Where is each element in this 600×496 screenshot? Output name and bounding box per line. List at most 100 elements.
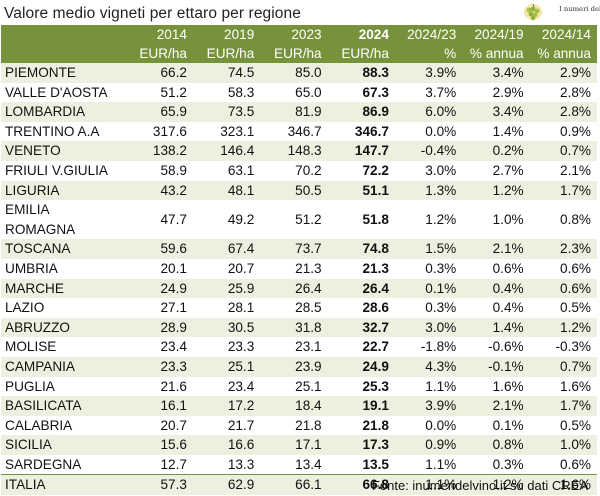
- header-cell: % annua: [537, 46, 591, 61]
- table-row: MOLISE 23.4 23.3 23.1 22.7 -1.8% -0.6% -0.3%: [1, 337, 597, 357]
- value-cell: 0.1%: [492, 417, 524, 433]
- value-cell: 74.8: [362, 241, 389, 257]
- value-cell: 2.1%: [492, 241, 524, 257]
- region-cell: FRIULI V.GIULIA: [5, 162, 108, 178]
- header-cell: [1, 44, 126, 63]
- value-cell: 23.1: [295, 339, 322, 355]
- table-row: CALABRIA 20.7 21.7 21.8 21.8 0.0% 0.1% 0.5%: [1, 415, 597, 436]
- value-cell: 3.0%: [425, 319, 457, 335]
- value-cell: 67.3: [362, 84, 389, 100]
- value-cell: 21.8: [295, 417, 322, 433]
- header-cell: %: [444, 46, 457, 61]
- value-cell: 21.6: [160, 378, 187, 394]
- value-cell: 0.4%: [492, 280, 524, 296]
- value-cell: 59.6: [160, 241, 187, 257]
- value-cell: 3.4%: [492, 104, 524, 120]
- value-cell: 24.9: [160, 280, 187, 296]
- value-cell: 0.8%: [492, 437, 524, 453]
- value-cell: 72.2: [362, 162, 389, 178]
- header-cell: 2024/23: [407, 27, 457, 42]
- region-cell: ABRUZZO: [5, 319, 70, 335]
- value-cell: 0.8%: [560, 211, 591, 227]
- value-cell: 3.9%: [425, 65, 457, 80]
- value-cell: 1.2%: [425, 211, 457, 227]
- header-cell: 2023: [291, 27, 322, 42]
- region-cell: CALABRIA: [5, 417, 73, 433]
- value-cell: 74.5: [227, 65, 255, 80]
- value-cell: 23.3: [227, 339, 255, 355]
- value-cell: 20.1: [160, 260, 187, 276]
- value-cell: 0.9%: [560, 123, 591, 139]
- value-cell: 323.1: [220, 123, 255, 139]
- value-cell: 317.6: [152, 123, 187, 139]
- table-row: VALLE D'AOSTA 51.2 58.3 65.0 67.3 3.7% 2.9% 2.8…: [1, 82, 597, 103]
- value-cell: 27.1: [160, 300, 187, 316]
- value-cell: 51.1: [362, 182, 389, 198]
- value-cell: 21.7: [227, 417, 255, 433]
- table-row: UMBRIA 20.1 20.7 21.3 21.3 0.3% 0.6% 0.6%: [1, 258, 597, 279]
- value-cell: 66.1: [260, 474, 328, 496]
- region-cell: BASILICATA: [5, 398, 82, 414]
- value-cell: 1.2%: [492, 182, 524, 198]
- value-cell: 0.6%: [560, 456, 591, 472]
- region-cell: MOLISE: [5, 339, 57, 355]
- table-row: SICILIA 15.6 16.6 17.1 17.3 0.9% 0.8% 1.0%: [1, 435, 597, 455]
- value-cell: 346.7: [354, 123, 389, 139]
- value-cell: 1.1%: [394, 474, 463, 496]
- value-cell: -0.1%: [488, 358, 524, 374]
- value-cell: 0.5%: [560, 300, 591, 316]
- value-cell: 4.3%: [425, 358, 457, 374]
- value-cell: 2.1%: [560, 162, 591, 178]
- value-cell: 43.2: [160, 182, 187, 198]
- value-cell: -0.4%: [420, 143, 457, 159]
- value-cell: 3.0%: [425, 162, 457, 178]
- table-row: BASILICATA 16.1 17.2 18.4 19.1 3.9% 2.1% 1.7%: [1, 396, 597, 416]
- value-cell: 16.6: [227, 437, 255, 453]
- value-cell: 1.5%: [425, 241, 457, 257]
- value-cell: -1.8%: [420, 339, 457, 355]
- value-cell: 0.6%: [560, 260, 591, 276]
- table-row: TOSCANA 59.6 67.4 73.7 74.8 1.5% 2.1% 2.3%: [1, 239, 597, 259]
- table-row: CAMPANIA 23.3 25.1 23.9 24.9 4.3% -0.1% 0.7%: [1, 356, 597, 377]
- value-cell: 28.6: [362, 300, 389, 316]
- value-cell: 1.6%: [492, 378, 524, 394]
- header-cell: 2024/14: [541, 27, 591, 42]
- value-cell: -0.6%: [488, 339, 524, 355]
- value-cell: 25.9: [227, 280, 255, 296]
- table-row: PUGLIA 21.6 23.4 25.1 25.3 1.1% 1.6% 1.6%: [1, 376, 597, 397]
- value-cell: 0.3%: [425, 260, 457, 276]
- region-cell: LIGURIA: [5, 182, 60, 198]
- table-row: MARCHE 24.9 25.9 26.4 26.4 0.1% 0.4% 0.6%: [1, 278, 597, 299]
- value-cell: 51.8: [362, 211, 389, 227]
- value-cell: 66.8: [327, 474, 395, 496]
- table-row: SARDEGNA 12.7 13.3 13.4 13.5 1.1% 0.3% 0.6%: [1, 454, 597, 475]
- value-cell: 0.7%: [560, 143, 591, 159]
- value-cell: 3.7%: [425, 84, 457, 100]
- header-cell: 2014: [156, 27, 187, 42]
- value-cell: 138.2: [152, 143, 187, 159]
- table-row: LOMBARDIA 65.9 73.5 81.9 86.9 6.0% 3.4% 2.8%: [1, 102, 597, 122]
- value-cell: 2.1%: [492, 398, 524, 414]
- value-cell: 20.7: [160, 417, 187, 433]
- header-cell: [1, 25, 126, 44]
- table-row: ABRUZZO 28.9 30.5 31.8 32.7 3.0% 1.4% 1.2%: [1, 317, 597, 338]
- value-cell: 58.9: [160, 162, 187, 178]
- value-cell: 67.4: [227, 241, 255, 257]
- region-cell: ITALIA: [1, 474, 126, 496]
- value-cell: 0.3%: [492, 456, 524, 472]
- value-cell: 25.1: [295, 378, 322, 394]
- header-cell: 2019: [224, 27, 255, 42]
- value-cell: 65.0: [295, 84, 322, 100]
- source-note: Fonte: inumeridelvino.it su dati CREA: [371, 478, 588, 493]
- value-cell: 19.1: [362, 398, 389, 414]
- value-cell: 73.5: [227, 104, 255, 120]
- value-cell: 2.8%: [560, 84, 591, 100]
- value-cell: 0.6%: [560, 280, 591, 296]
- value-cell: 47.7: [160, 211, 187, 227]
- value-cell: 2.9%: [492, 84, 524, 100]
- value-cell: 21.3: [295, 260, 322, 276]
- region-cell: EMILIA ROMAGNA: [5, 202, 76, 237]
- value-cell: 28.5: [295, 300, 322, 316]
- value-cell: 48.1: [227, 182, 255, 198]
- value-cell: 23.9: [295, 358, 322, 374]
